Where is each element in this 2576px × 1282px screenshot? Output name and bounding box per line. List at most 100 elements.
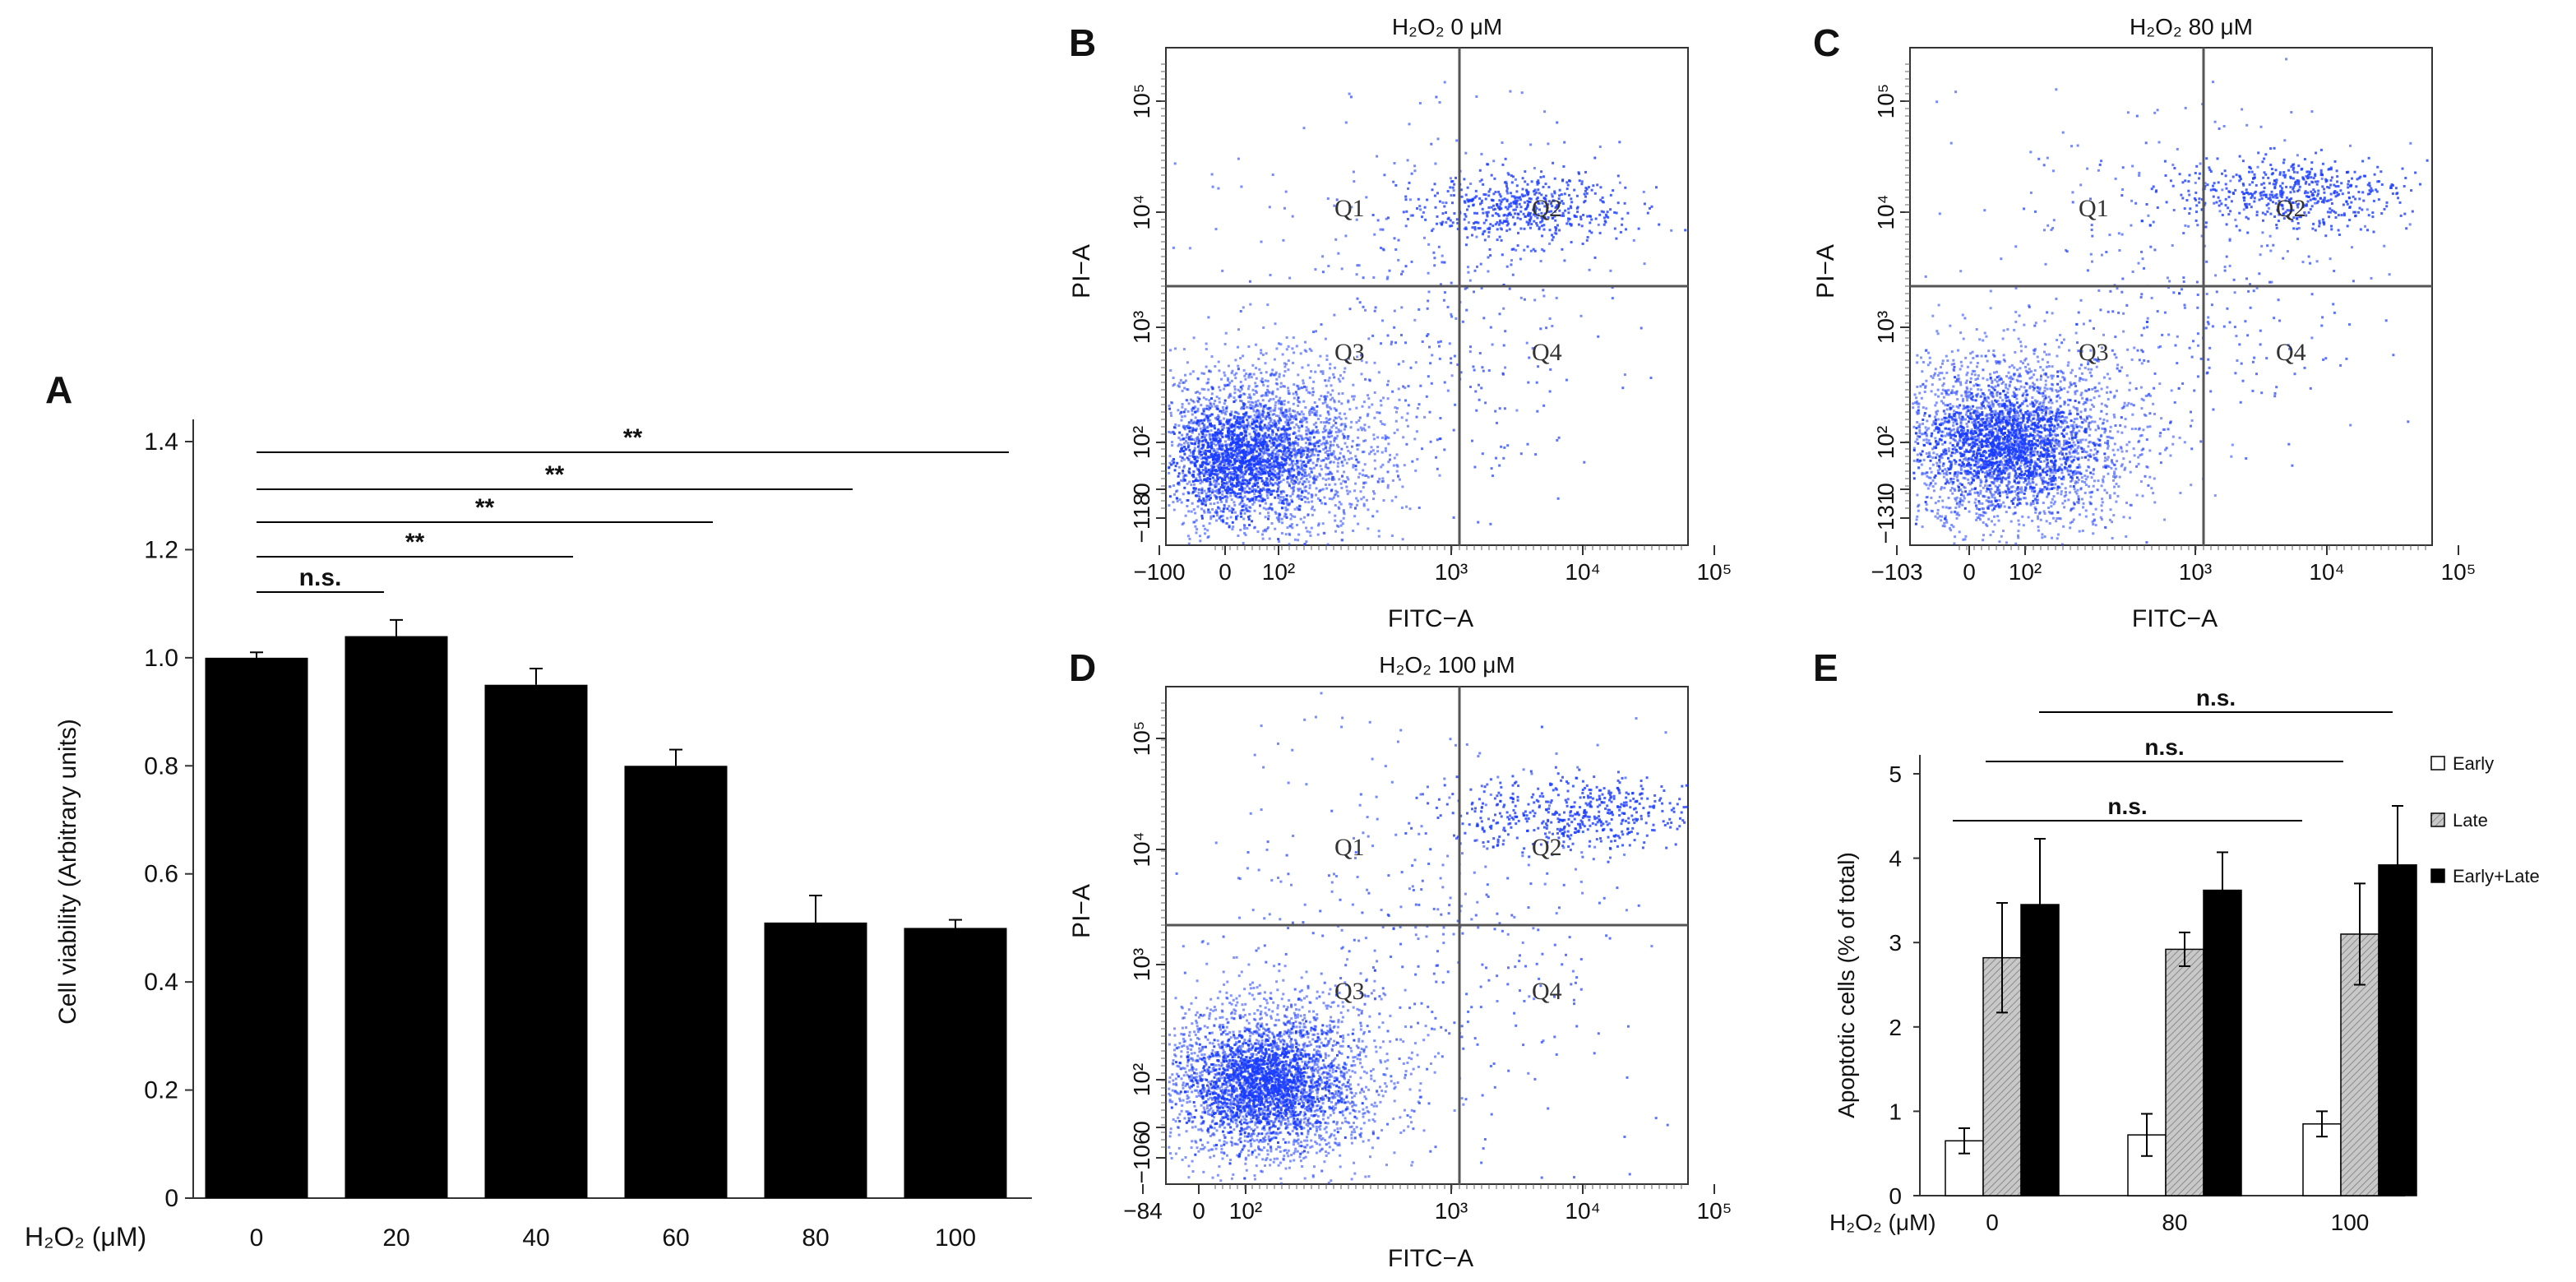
flow-event-point xyxy=(1308,436,1311,439)
flow-event-point xyxy=(1360,354,1362,357)
flow-event-point xyxy=(1199,479,1202,482)
flow-event-point xyxy=(1177,384,1180,387)
flow-event-point xyxy=(1315,487,1318,490)
flow-event-point xyxy=(1226,466,1229,470)
flow-event-point xyxy=(1249,451,1252,454)
flow-event-point xyxy=(1212,442,1215,445)
flow-event-point xyxy=(1455,139,1459,142)
flow-event-point xyxy=(1249,479,1252,482)
flow-event-point xyxy=(1565,378,1568,382)
flow-event-point xyxy=(1490,174,1493,177)
flow-event-point xyxy=(1986,414,1989,418)
flow-event-point xyxy=(1387,461,1390,464)
flow-event-point xyxy=(1275,439,1279,442)
flow-event-point xyxy=(1281,474,1283,477)
flow-event-point xyxy=(1202,469,1205,472)
flow-event-point xyxy=(1330,432,1333,434)
flow-event-point xyxy=(1283,400,1286,403)
flow-event-point xyxy=(1971,450,1973,453)
flow-event-point xyxy=(1249,443,1252,447)
flow-event-point xyxy=(2010,456,2014,460)
flow-event-point xyxy=(1271,421,1274,424)
flow-event-point xyxy=(1391,479,1394,482)
flow-event-point xyxy=(2070,447,2073,451)
flow-event-point xyxy=(1216,442,1219,446)
flow-event-point xyxy=(1423,415,1427,419)
flow-event-point xyxy=(1233,469,1237,472)
flow-event-point xyxy=(1357,475,1360,479)
flow-event-point xyxy=(1228,381,1232,384)
flow-event-point xyxy=(1293,454,1297,457)
flow-event-point xyxy=(1223,495,1227,498)
flow-event-point xyxy=(1268,413,1270,416)
flow-event-point xyxy=(1227,468,1230,471)
panel-b-flow-cytometry: B H₂O₂ 0 μM Q1 Q2 Q3 Q4 −100 0 10² 10³ 10⁴ 10… xyxy=(1068,14,1732,632)
flow-event-point xyxy=(2102,333,2105,336)
flow-event-point xyxy=(1356,297,1359,300)
flow-event-point xyxy=(1196,445,1200,448)
flow-event-point xyxy=(1433,194,1436,197)
flow-event-point xyxy=(1299,446,1302,449)
flow-event-point xyxy=(1215,470,1219,472)
flow-event-point xyxy=(1231,430,1234,433)
panel-c-flow-cytometry: C H₂O₂ 80 μM Q1 Q2 Q3 Q4 −103 0 10² 10³ 10⁴ 1… xyxy=(1812,14,2476,632)
flow-event-point xyxy=(1475,195,1478,198)
flow-event-point xyxy=(1355,218,1358,221)
flow-event-point xyxy=(1220,443,1223,447)
flow-event-point xyxy=(1570,223,1573,226)
flow-event-point xyxy=(1942,472,1945,475)
flow-event-point xyxy=(1168,471,1171,474)
flow-event-point xyxy=(1275,479,1279,482)
flow-event-point xyxy=(1435,95,1438,99)
flow-event-point xyxy=(1302,474,1306,478)
flow-event-point xyxy=(1225,407,1228,410)
flow-event-point xyxy=(1251,405,1254,408)
flow-event-point xyxy=(1300,424,1303,428)
flow-event-point xyxy=(1333,399,1336,402)
flow-event-point xyxy=(1250,435,1253,438)
flow-event-point xyxy=(1279,411,1283,414)
flow-event-point xyxy=(1336,465,1339,468)
flow-event-point xyxy=(1261,434,1265,437)
flow-event-point xyxy=(1334,504,1337,507)
flow-event-point xyxy=(1621,217,1624,220)
flow-event-point xyxy=(1936,508,1940,511)
flow-event-point xyxy=(1207,408,1210,411)
flow-event-point xyxy=(1379,228,1382,231)
flow-event-point xyxy=(1295,453,1298,456)
flow-event-point xyxy=(1337,525,1340,528)
flow-event-point xyxy=(1353,180,1356,183)
flow-event-point xyxy=(1240,425,1243,428)
flow-event-point xyxy=(1271,451,1274,455)
flow-event-point xyxy=(1545,326,1548,330)
flow-event-point xyxy=(1451,186,1454,189)
flow-event-point xyxy=(1954,446,1957,449)
flow-event-point xyxy=(1315,430,1318,433)
flow-event-point xyxy=(1315,410,1318,413)
flow-event-point xyxy=(1226,474,1229,478)
flow-event-point xyxy=(1556,204,1559,207)
flow-event-point xyxy=(1377,530,1380,533)
flow-event-point xyxy=(1526,183,1529,186)
flow-event-point xyxy=(1268,406,1271,410)
flow-event-point xyxy=(1205,398,1208,401)
flow-event-point xyxy=(1264,502,1267,505)
flow-event-point xyxy=(1242,404,1246,407)
flow-event-point xyxy=(1228,480,1232,484)
flow-event-point xyxy=(2042,510,2046,513)
flow-event-point xyxy=(1333,419,1335,422)
flow-event-point xyxy=(1473,222,1475,225)
flow-event-point xyxy=(1257,438,1260,442)
flow-event-point xyxy=(1292,488,1295,492)
flow-event-point xyxy=(1196,422,1199,424)
flow-event-point xyxy=(1268,439,1271,442)
flow-event-point xyxy=(1339,482,1343,485)
flow-event-point xyxy=(1287,390,1290,392)
flow-event-point xyxy=(1254,385,1257,388)
flow-event-point xyxy=(1528,213,1532,216)
flow-event-point xyxy=(1973,370,1977,373)
flow-event-point xyxy=(1428,410,1431,414)
flow-event-point xyxy=(1380,423,1384,425)
flow-event-point xyxy=(1208,436,1211,439)
flow-event-point xyxy=(1514,197,1517,200)
